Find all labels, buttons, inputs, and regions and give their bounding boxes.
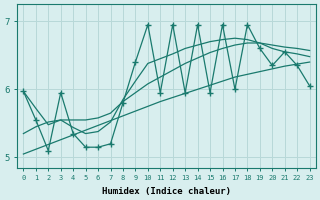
X-axis label: Humidex (Indice chaleur): Humidex (Indice chaleur) [102,187,231,196]
